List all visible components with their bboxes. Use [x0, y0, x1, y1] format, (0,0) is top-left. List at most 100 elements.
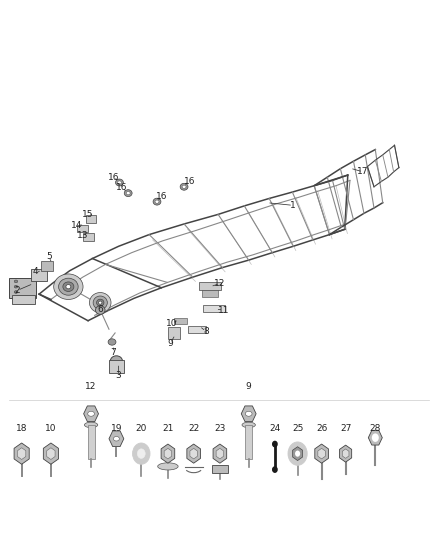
Text: 20: 20: [136, 424, 147, 433]
Ellipse shape: [54, 274, 83, 300]
Text: 19: 19: [111, 424, 122, 433]
FancyBboxPatch shape: [77, 224, 88, 232]
FancyBboxPatch shape: [203, 305, 225, 312]
Ellipse shape: [110, 356, 123, 367]
Ellipse shape: [14, 290, 18, 293]
Polygon shape: [318, 448, 325, 459]
FancyBboxPatch shape: [12, 295, 35, 304]
Ellipse shape: [14, 285, 18, 288]
Ellipse shape: [85, 422, 98, 427]
Ellipse shape: [245, 411, 252, 416]
Ellipse shape: [117, 181, 121, 184]
Text: 16: 16: [117, 183, 128, 192]
Text: 16: 16: [155, 192, 167, 201]
FancyBboxPatch shape: [31, 269, 47, 281]
Polygon shape: [213, 444, 227, 463]
FancyBboxPatch shape: [86, 215, 96, 223]
FancyBboxPatch shape: [83, 233, 94, 241]
Text: 25: 25: [292, 424, 303, 433]
Ellipse shape: [96, 299, 104, 306]
Text: 8: 8: [203, 327, 209, 336]
Text: 21: 21: [162, 424, 173, 433]
Ellipse shape: [66, 285, 71, 289]
FancyBboxPatch shape: [41, 261, 53, 271]
Text: 16: 16: [108, 173, 119, 182]
Text: 14: 14: [71, 221, 83, 230]
Ellipse shape: [182, 185, 186, 188]
Ellipse shape: [99, 301, 102, 304]
Polygon shape: [43, 443, 58, 464]
Ellipse shape: [95, 306, 105, 314]
Text: 12: 12: [85, 382, 97, 391]
Text: 22: 22: [188, 424, 199, 433]
Ellipse shape: [242, 422, 255, 427]
Ellipse shape: [63, 282, 74, 292]
Polygon shape: [293, 447, 303, 461]
Circle shape: [138, 449, 145, 458]
Circle shape: [288, 442, 307, 465]
FancyBboxPatch shape: [199, 282, 221, 290]
Ellipse shape: [153, 198, 161, 205]
Text: 12: 12: [214, 279, 226, 288]
FancyBboxPatch shape: [88, 425, 95, 459]
Text: 3: 3: [116, 371, 121, 380]
Polygon shape: [164, 448, 172, 459]
Text: 10: 10: [45, 424, 57, 433]
FancyBboxPatch shape: [202, 290, 218, 297]
Circle shape: [273, 441, 277, 447]
Text: 7: 7: [110, 348, 116, 357]
Text: 23: 23: [214, 424, 226, 433]
Circle shape: [133, 443, 150, 464]
Text: 2: 2: [14, 286, 20, 295]
Text: 16: 16: [184, 177, 195, 186]
Polygon shape: [84, 406, 99, 422]
Text: 9: 9: [167, 339, 173, 348]
Polygon shape: [241, 406, 256, 422]
FancyBboxPatch shape: [174, 318, 187, 325]
Ellipse shape: [116, 179, 124, 186]
Ellipse shape: [155, 200, 159, 203]
Polygon shape: [190, 448, 198, 459]
Ellipse shape: [89, 293, 111, 313]
Polygon shape: [18, 448, 26, 459]
Polygon shape: [47, 448, 55, 459]
Text: 1: 1: [290, 201, 296, 210]
Text: 10: 10: [166, 319, 177, 328]
Polygon shape: [339, 445, 352, 462]
Text: 6: 6: [97, 304, 103, 313]
FancyBboxPatch shape: [168, 327, 180, 339]
Text: 9: 9: [246, 382, 251, 391]
Text: 27: 27: [340, 424, 351, 433]
FancyBboxPatch shape: [245, 425, 252, 459]
Circle shape: [295, 450, 300, 457]
Text: 5: 5: [46, 253, 52, 261]
Polygon shape: [109, 431, 124, 447]
Ellipse shape: [113, 437, 120, 441]
Ellipse shape: [126, 191, 130, 195]
Text: 26: 26: [316, 424, 327, 433]
Text: 28: 28: [370, 424, 381, 433]
FancyBboxPatch shape: [109, 360, 124, 373]
Circle shape: [273, 467, 277, 472]
Text: 4: 4: [33, 268, 39, 276]
Text: 15: 15: [82, 210, 94, 219]
Text: 24: 24: [269, 424, 280, 433]
Polygon shape: [161, 444, 175, 463]
Text: 13: 13: [77, 231, 88, 240]
Text: 11: 11: [218, 305, 229, 314]
Text: 17: 17: [357, 167, 369, 176]
Polygon shape: [368, 430, 382, 445]
FancyBboxPatch shape: [212, 465, 228, 473]
Ellipse shape: [158, 463, 178, 470]
Polygon shape: [315, 444, 328, 463]
Ellipse shape: [88, 411, 95, 416]
Polygon shape: [187, 444, 201, 463]
Polygon shape: [342, 449, 349, 458]
Polygon shape: [216, 448, 224, 459]
FancyBboxPatch shape: [10, 278, 36, 298]
Polygon shape: [14, 443, 29, 464]
FancyBboxPatch shape: [188, 326, 206, 334]
Circle shape: [372, 433, 379, 442]
Ellipse shape: [14, 280, 18, 282]
Text: 18: 18: [16, 424, 28, 433]
